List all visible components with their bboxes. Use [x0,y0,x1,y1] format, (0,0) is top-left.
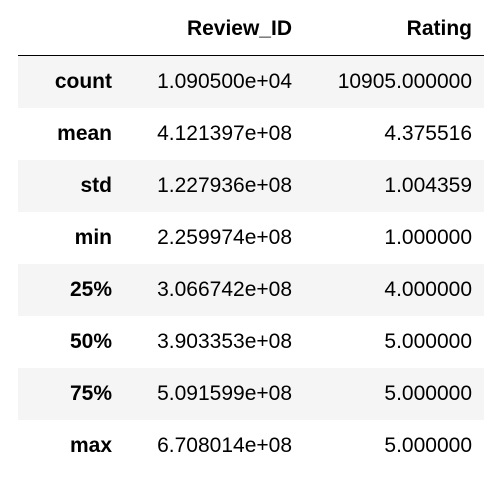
table-header: Review_ID Rating [18,3,484,56]
cell-review-id: 6.708014e+08 [157,434,292,457]
cell-review-id: 1.227936e+08 [157,174,292,197]
cell-rating: 1.004359 [384,174,472,197]
table-row: count 1.090500e+04 10905.000000 [18,55,484,108]
index-header [18,3,122,56]
cell-rating: 4.000000 [384,278,472,301]
row-label: 50% [69,330,112,353]
row-label: mean [57,122,112,145]
cell-review-id: 3.066742e+08 [157,278,292,301]
row-label: 75% [69,382,112,405]
cell-review-id: 1.090500e+04 [157,70,292,93]
describe-table: Review_ID Rating count 1.090500e+04 1090… [18,3,484,472]
table-row: std 1.227936e+08 1.004359 [18,160,484,212]
row-label: max [69,434,112,457]
header-row: Review_ID Rating [18,3,484,56]
table-row: mean 4.121397e+08 4.375516 [18,108,484,160]
cell-rating: 5.000000 [384,434,472,457]
table-row: max 6.708014e+08 5.000000 [18,420,484,472]
cell-review-id: 5.091599e+08 [157,382,292,405]
cell-review-id: 4.121397e+08 [157,122,292,145]
column-header-review-id: Review_ID [186,17,292,40]
cell-review-id: 3.903353e+08 [157,330,292,353]
cell-rating: 10905.000000 [337,70,472,93]
column-header-rating: Rating [406,17,472,40]
cell-rating: 5.000000 [384,382,472,405]
cell-rating: 4.375516 [384,122,472,145]
table-row: 50% 3.903353e+08 5.000000 [18,316,484,368]
row-label: 25% [69,278,112,301]
row-label: std [80,174,113,197]
cell-rating: 5.000000 [384,330,472,353]
cell-rating: 1.000000 [384,226,472,249]
table-body: count 1.090500e+04 10905.000000 mean 4.1… [18,55,484,472]
table-row: 75% 5.091599e+08 5.000000 [18,368,484,420]
table-row: 25% 3.066742e+08 4.000000 [18,264,484,316]
row-label: count [54,70,112,93]
cell-review-id: 2.259974e+08 [157,226,292,249]
row-label: min [74,226,112,249]
table-row: min 2.259974e+08 1.000000 [18,212,484,264]
